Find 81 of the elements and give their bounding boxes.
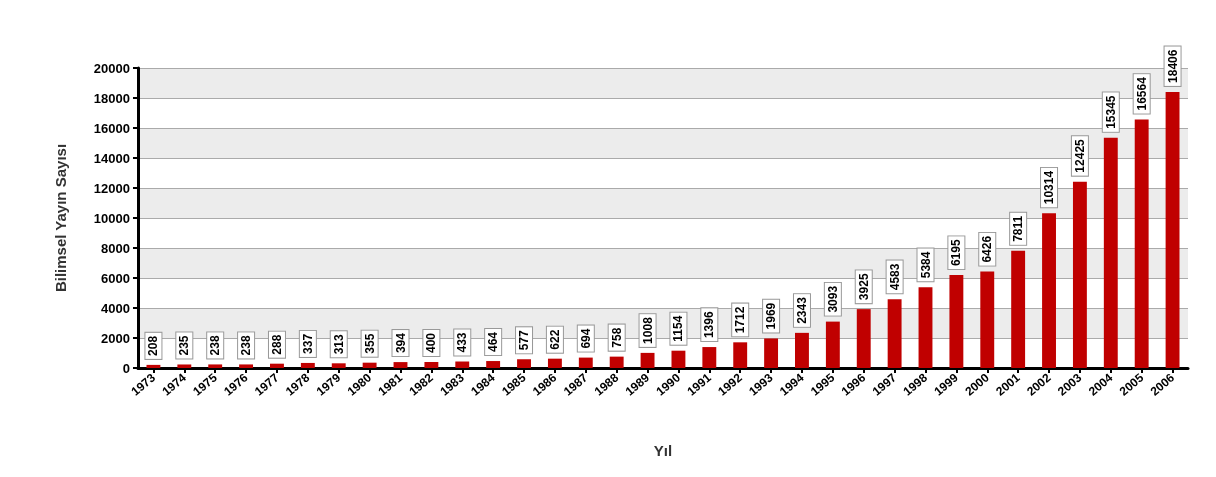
bar (1165, 91, 1180, 368)
x-axis-title: Yıl (653, 442, 673, 459)
data-label: 5384 (918, 251, 933, 279)
data-label: 464 (486, 331, 501, 353)
data-label: 577 (517, 330, 532, 351)
bar (702, 347, 717, 368)
data-label: 6195 (949, 239, 964, 267)
bar (331, 363, 346, 368)
y-tick-label: 2000 (101, 330, 130, 346)
bar (547, 358, 562, 368)
bar (239, 364, 254, 368)
data-label: 235 (177, 335, 192, 356)
y-tick-label: 10000 (93, 210, 130, 226)
bar (949, 275, 964, 368)
bar (795, 332, 809, 368)
data-label: 15345 (1103, 95, 1118, 129)
bar (918, 287, 933, 368)
bar (1103, 137, 1118, 368)
data-label: 238 (208, 335, 223, 356)
data-label: 10314 (1042, 170, 1057, 205)
data-label: 12425 (1072, 138, 1087, 173)
bar (609, 356, 624, 368)
bar (578, 357, 593, 368)
bar (1072, 181, 1087, 368)
y-tick-label: 14000 (93, 150, 130, 166)
y-tick-label: 0 (122, 360, 130, 376)
bar (424, 362, 439, 368)
data-label: 1008 (640, 316, 655, 344)
data-label: 238 (239, 335, 254, 356)
data-label: 313 (331, 333, 346, 355)
bar (640, 352, 655, 368)
bar (856, 309, 871, 368)
y-tick-label: 16000 (93, 120, 130, 136)
bar (733, 342, 748, 368)
bar (146, 364, 161, 368)
bar (362, 362, 377, 368)
bar (208, 364, 223, 368)
bar (980, 271, 995, 368)
bar (270, 363, 284, 368)
bar (887, 299, 902, 368)
bar (764, 338, 779, 368)
data-label: 622 (547, 329, 562, 350)
data-label: 6426 (980, 235, 995, 263)
data-label: 400 (424, 332, 439, 353)
data-label: 16564 (1134, 76, 1149, 111)
data-label: 208 (146, 335, 161, 356)
data-label: 355 (362, 333, 377, 354)
y-tick-label: 18000 (93, 90, 130, 106)
data-label: 433 (455, 332, 470, 353)
data-label: 1712 (733, 306, 748, 334)
bar (1134, 119, 1149, 368)
bar (825, 321, 840, 368)
data-label: 4583 (887, 263, 902, 291)
data-label: 1396 (702, 311, 717, 339)
bar (177, 364, 192, 368)
data-label: 3093 (825, 285, 840, 313)
data-label: 694 (578, 328, 593, 349)
data-label: 7811 (1011, 215, 1026, 242)
data-label: 394 (393, 332, 408, 354)
y-axis-title: Bilimsel Yayın Sayısı (52, 143, 69, 293)
data-label: 1154 (671, 315, 686, 342)
bar (517, 359, 531, 368)
data-label: 758 (609, 327, 624, 348)
data-label: 1969 (764, 302, 779, 330)
bar (671, 350, 686, 368)
data-label: 18406 (1165, 49, 1180, 83)
data-label: 3925 (856, 273, 871, 301)
y-tick-label: 12000 (93, 180, 130, 196)
bar (1011, 250, 1026, 368)
data-label: 2343 (794, 296, 809, 324)
y-tick-label: 8000 (101, 240, 130, 256)
data-label: 337 (300, 333, 315, 354)
y-tick-label: 20000 (93, 60, 130, 76)
y-tick-label: 4000 (101, 300, 130, 316)
bar (486, 361, 501, 368)
bar (455, 361, 470, 368)
bar (393, 362, 408, 368)
y-tick-label: 6000 (101, 270, 130, 286)
bar (1042, 213, 1056, 368)
bar (300, 362, 315, 368)
data-label: 288 (269, 334, 284, 355)
